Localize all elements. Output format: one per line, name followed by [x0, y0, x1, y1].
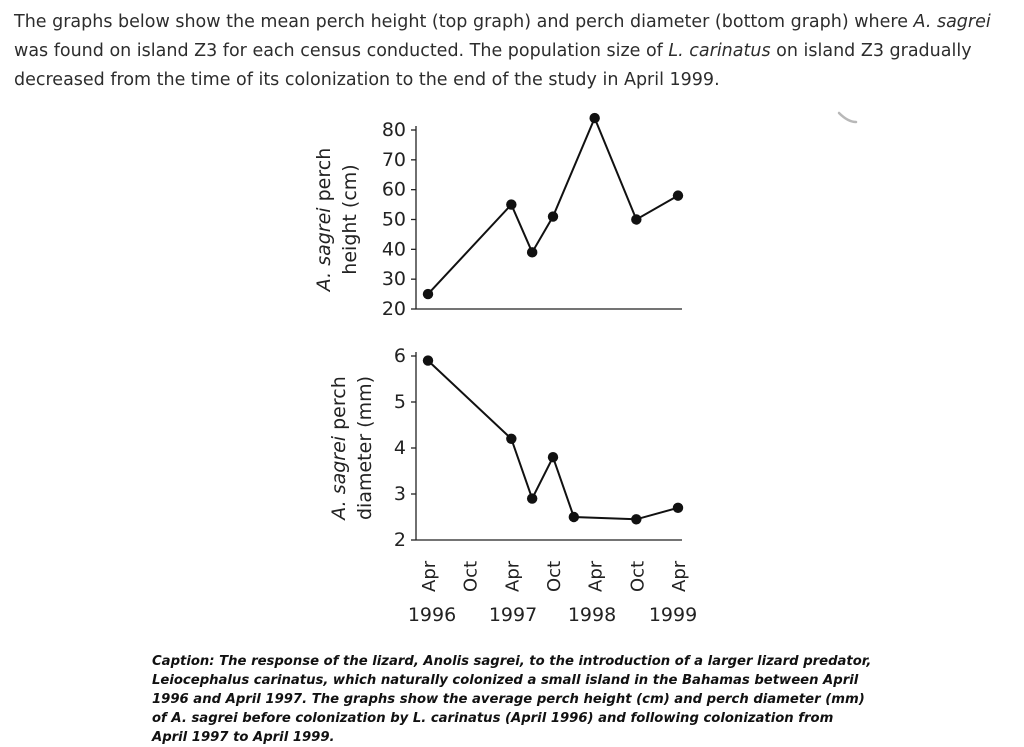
y-tick-label: 80: [382, 119, 406, 141]
y-axis-label-line-1: A. sagrei perch: [313, 148, 335, 293]
x-axis-labels: Apr Oct Apr Oct Apr Oct Apr 1996 1997 1998 1999: [408, 560, 697, 626]
x-tick-label: Oct: [627, 561, 648, 592]
y-tick-label: 30: [382, 268, 406, 290]
data-point: [506, 433, 517, 444]
x-tick-label: Apr: [586, 560, 607, 592]
x-tick-label: Apr: [669, 560, 690, 592]
y-axis-label-line-2: diameter (mm): [354, 376, 376, 520]
data-line: [427, 359, 679, 521]
data-point: [672, 502, 684, 513]
y-tick-label: 20: [382, 298, 406, 320]
data-point: [568, 511, 580, 523]
data-point: [506, 199, 517, 210]
chart-panel-1: 80 70 60 50 40 30 20 A. sagrei perch height (cm): [313, 112, 684, 320]
stray-pen-mark: [837, 111, 858, 124]
y-tick-label: 60: [382, 179, 406, 201]
data-point: [526, 247, 538, 258]
y-tick-label: 5: [394, 391, 406, 413]
y-tick-label: 3: [394, 483, 406, 505]
intro-text-3: on island Z3 gradually decreased from th…: [14, 41, 972, 90]
data-point: [547, 211, 559, 222]
data-point: [631, 214, 642, 225]
data-point: [422, 288, 434, 300]
y-tick-label: 40: [382, 238, 406, 260]
data-line: [427, 115, 679, 295]
y-tick-label: 4: [394, 437, 406, 459]
data-point: [631, 514, 642, 525]
y-axis-label-line-1: A. sagrei perch: [328, 376, 350, 521]
y-axis-label-line-2: height (cm): [339, 164, 361, 274]
y-tick-label: 2: [394, 529, 406, 551]
intro-species-1: A. sagrei: [913, 12, 991, 32]
y-tick-label: 70: [382, 149, 406, 171]
x-tick-label: Apr: [419, 560, 440, 592]
intro-text-1: The graphs below show the mean perch hei…: [14, 12, 914, 32]
caption-text: Caption: The response of the lizard, Ano…: [152, 654, 872, 745]
x-tick-label: Oct: [544, 561, 565, 592]
intro-species-2: L. carinatus: [668, 41, 771, 61]
x-year-label: 1998: [568, 604, 616, 626]
y-tick-label: 6: [394, 345, 406, 367]
x-year-label: 1997: [489, 604, 537, 626]
chart-panel-2: 6 5 4 3 2 A. sagrei perch diameter (mm): [328, 345, 684, 551]
x-tick-label: Oct: [461, 561, 482, 592]
figure-caption: Caption: The response of the lizard, Ano…: [152, 652, 872, 747]
x-tick-label: Apr: [502, 560, 523, 592]
data-point: [672, 190, 684, 201]
intro-paragraph: The graphs below show the mean perch hei…: [14, 8, 1004, 95]
x-year-label: 1996: [408, 604, 456, 626]
y-tick-label: 50: [382, 209, 406, 231]
data-point: [526, 493, 538, 504]
intro-text-2: was found on island Z3 for each census c…: [14, 41, 669, 61]
data-point: [589, 112, 600, 124]
data-point: [547, 452, 559, 463]
x-year-label: 1999: [649, 604, 697, 626]
data-point: [422, 355, 434, 366]
